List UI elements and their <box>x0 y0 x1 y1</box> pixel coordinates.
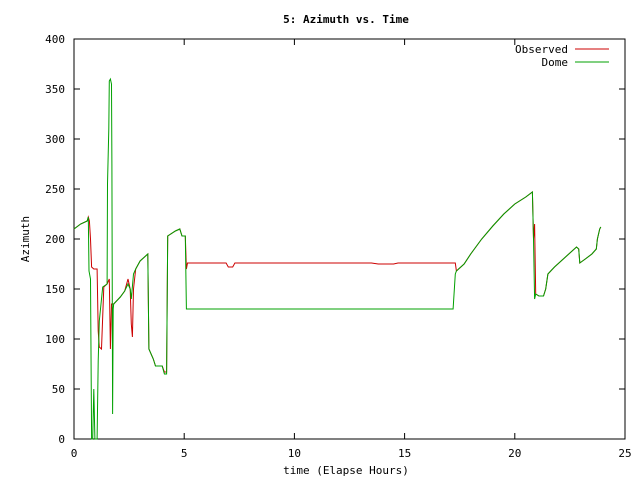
series-line-dome <box>73 77 602 440</box>
legend-label: Observed <box>515 43 568 56</box>
y-tick-label: 150 <box>45 283 65 296</box>
x-axis: 0 5 10 15 20 25 <box>71 39 632 460</box>
y-tick-label: 100 <box>45 333 65 346</box>
y-tick-label: 0 <box>58 433 65 446</box>
y-tick-label: 250 <box>45 183 65 196</box>
x-tick-label: 0 <box>71 447 78 460</box>
plot-area <box>73 38 626 440</box>
y-tick-label: 400 <box>45 33 65 46</box>
x-tick-label: 15 <box>398 447 411 460</box>
y-tick-label: 200 <box>45 233 65 246</box>
y-tick-label: 350 <box>45 83 65 96</box>
y-axis: 0 50 100 150 200 250 300 350 400 <box>45 33 625 446</box>
x-tick-label: 5 <box>181 447 188 460</box>
y-tick-label: 300 <box>45 133 65 146</box>
x-axis-label: time (Elapse Hours) <box>283 464 409 477</box>
y-axis-label: Azimuth <box>19 216 32 262</box>
legend-label: Dome <box>542 56 569 69</box>
chart-title: 5: Azimuth vs. Time <box>283 13 409 26</box>
plot-frame <box>73 38 626 440</box>
series-line-observed <box>73 191 602 373</box>
x-tick-label: 25 <box>618 447 631 460</box>
x-tick-label: 10 <box>288 447 301 460</box>
x-tick-label: 20 <box>508 447 521 460</box>
series-layer <box>73 77 602 440</box>
y-tick-label: 50 <box>52 383 65 396</box>
